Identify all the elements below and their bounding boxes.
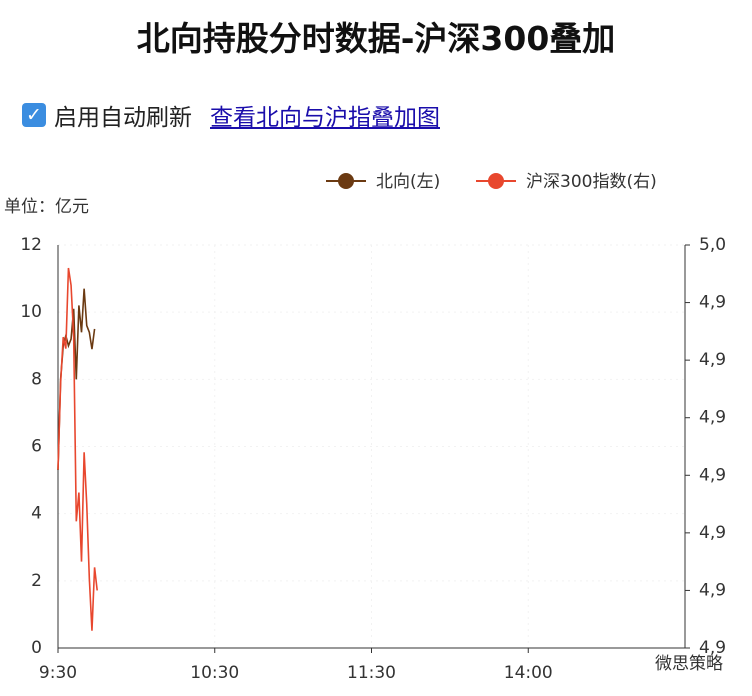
page-title: 北向持股分时数据-沪深300叠加 xyxy=(136,19,616,58)
y2-tick-label: 4,9 xyxy=(699,293,726,313)
y2-tick-label: 4,9 xyxy=(699,465,726,485)
legend-label: 沪深300指数(右) xyxy=(526,172,657,192)
x-tick-label: 9:30 xyxy=(39,663,77,683)
checkbox[interactable]: ✓ xyxy=(22,103,46,127)
y2-tick-label: 4,9 xyxy=(699,350,726,370)
checkbox-label[interactable]: 启用自动刷新 xyxy=(54,105,192,131)
y-tick-label: 2 xyxy=(31,571,42,591)
overlay-link[interactable]: 查看北向与沪指叠加图 xyxy=(210,105,440,131)
watermark: 微思策略 xyxy=(655,654,723,674)
y2-tick-label: 4,9 xyxy=(699,523,726,543)
y2-tick-label: 5,0 xyxy=(699,235,726,255)
y2-tick-label: 4,9 xyxy=(699,408,726,428)
x-tick-label: 10:30 xyxy=(190,663,239,683)
unit-label: 单位：亿元 xyxy=(4,197,89,217)
controls: ✓ 启用自动刷新 查看北向与沪指叠加图 xyxy=(22,98,440,132)
y-tick-label: 10 xyxy=(20,302,42,322)
y-tick-label: 6 xyxy=(31,437,42,457)
y2-tick-label: 4,9 xyxy=(699,580,726,600)
x-tick-label: 11:30 xyxy=(347,663,396,683)
y-tick-label: 4 xyxy=(31,504,42,524)
x-tick-label: 14:00 xyxy=(504,663,553,683)
legend-marker xyxy=(488,173,504,189)
legend-marker xyxy=(338,173,354,189)
y2-tick-label: 4,9 xyxy=(699,638,726,658)
y-tick-label: 0 xyxy=(31,638,42,658)
legend-label: 北向(左) xyxy=(376,172,440,192)
y-tick-label: 12 xyxy=(20,235,42,255)
series-line xyxy=(57,267,98,631)
y-tick-label: 8 xyxy=(31,369,42,389)
